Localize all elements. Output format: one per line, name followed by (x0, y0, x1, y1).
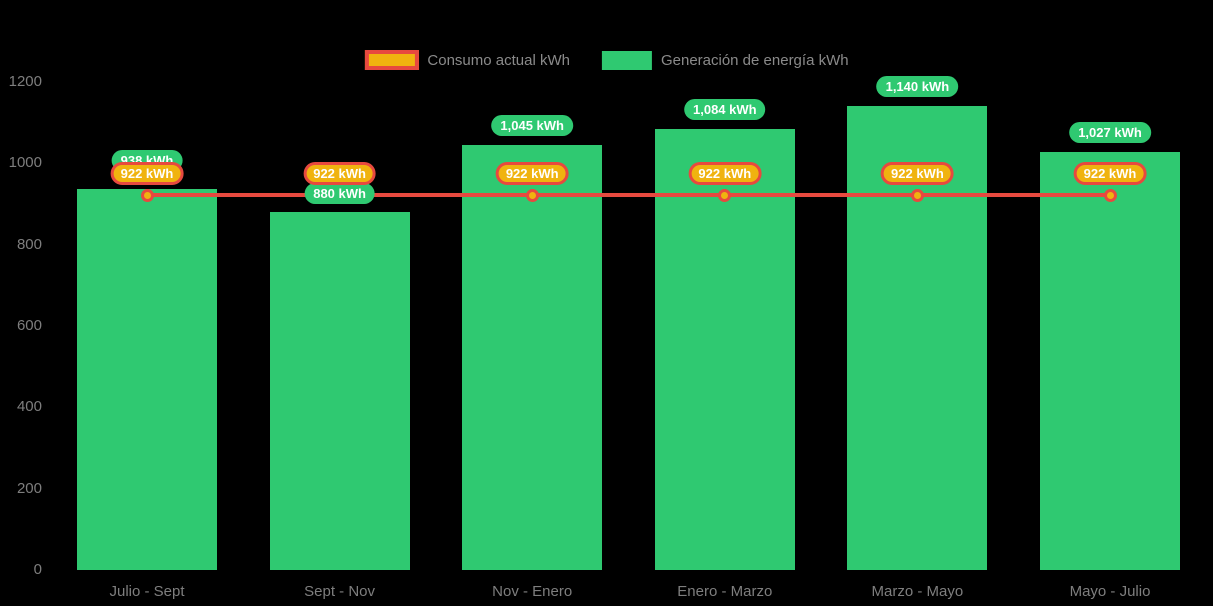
y-axis-tick: 0 (33, 561, 42, 578)
consumption-marker-icon (1103, 188, 1117, 202)
generation-bar[interactable] (269, 212, 410, 570)
x-axis-label: Sept - Nov (304, 583, 376, 600)
generation-value-label: 1,084 kWh (684, 99, 766, 121)
y-axis-tick: 200 (16, 479, 42, 497)
y-axis-tick: 1000 (8, 154, 42, 172)
y-axis-tick: 400 (16, 398, 42, 416)
x-axis-label: Enero - Marzo (677, 583, 773, 600)
generation-bar[interactable] (654, 129, 795, 570)
consumption-value-label: 922 kWh (881, 162, 954, 186)
consumption-marker-icon (910, 188, 924, 202)
x-axis-label: Mayo - Julio (1069, 583, 1151, 600)
legend-label-generacion: Generación de energía kWh (660, 51, 849, 69)
generation-bar[interactable] (77, 188, 217, 570)
chart-legend: Consumo actual kWh Generación de energía… (364, 50, 849, 70)
y-axis-tick: 600 (16, 317, 42, 334)
generation-bar[interactable] (1040, 152, 1180, 570)
legend-item-consumo[interactable]: Consumo actual kWh (364, 50, 570, 70)
x-axis-label: Marzo - Mayo (871, 583, 964, 600)
generation-value-label: 1,140 kWh (876, 76, 959, 98)
generation-value-label: 1,045 kWh (491, 115, 573, 137)
generation-value-label: 880 kWh (304, 183, 375, 205)
consumption-value-label: 922 kWh (495, 162, 569, 186)
consumption-value-label: 922 kWh (303, 162, 376, 186)
consumption-value-label: 922 kWh (110, 162, 184, 186)
y-axis-tick: 800 (16, 235, 42, 253)
legend-label-consumo: Consumo actual kWh (427, 51, 570, 69)
consumption-marker-icon (140, 188, 154, 202)
consumption-line (147, 193, 1110, 198)
generacion-swatch-icon (601, 50, 652, 70)
consumption-value-label: 922 kWh (688, 162, 762, 186)
consumption-marker-icon (525, 188, 539, 202)
generation-value-label: 1,027 kWh (1069, 122, 1151, 144)
consumption-marker-icon (718, 188, 732, 202)
x-axis-label: Nov - Enero (492, 583, 573, 600)
legend-item-generacion[interactable]: Generación de energía kWh (601, 50, 849, 70)
generation-bar[interactable] (462, 145, 603, 570)
consumo-swatch-icon (364, 50, 419, 70)
x-axis-label: Julio - Sept (109, 583, 185, 600)
consumption-value-label: 922 kWh (1073, 162, 1147, 186)
y-axis-tick: 1200 (8, 73, 42, 90)
